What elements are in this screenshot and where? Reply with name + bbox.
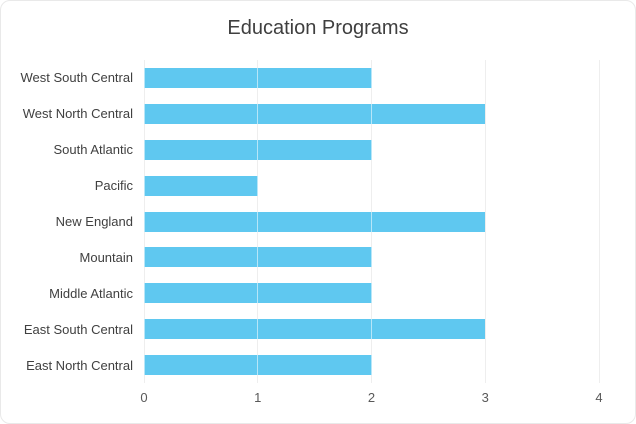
gridline-overlay — [484, 60, 486, 383]
bar-track — [144, 168, 599, 204]
x-tick-label: 1 — [254, 390, 262, 405]
bar — [144, 211, 486, 232]
category-label: East North Central — [26, 357, 133, 373]
x-tick-label: 2 — [367, 390, 376, 405]
plot-area — [143, 60, 600, 383]
x-tick-label: 3 — [481, 390, 489, 405]
chart-title: Education Programs — [227, 17, 409, 39]
gridline-overlay — [143, 60, 145, 383]
category-label: West South Central — [20, 70, 133, 86]
bar-track — [144, 311, 599, 347]
bar-row: West South Central — [1, 60, 599, 96]
x-tick-label: 4 — [595, 390, 603, 405]
category-label: Middle Atlantic — [49, 285, 133, 301]
bar-row: East North Central — [1, 347, 599, 383]
category-label: West North Central — [22, 106, 133, 122]
bar-row: Middle Atlantic — [1, 275, 599, 311]
bar-track — [144, 204, 599, 240]
bar — [144, 175, 258, 196]
bar-rows: West South Central West North Central Sout… — [1, 60, 599, 383]
x-axis: 0 1 2 3 4 — [140, 390, 603, 410]
bar-row: East South Central — [1, 311, 599, 347]
category-label: East South Central — [23, 321, 133, 337]
bar-track — [144, 96, 599, 132]
bar-row: New England — [1, 204, 599, 240]
bar-row: South Atlantic — [1, 132, 599, 168]
bar-row: Mountain — [1, 239, 599, 275]
gridline-overlay — [371, 60, 372, 383]
bar — [144, 319, 486, 340]
gridline-overlay — [598, 60, 600, 383]
category-label: South Atlantic — [53, 142, 134, 158]
category-label: New England — [55, 214, 133, 229]
category-label: Mountain — [79, 249, 133, 265]
gridline-overlay — [257, 60, 259, 383]
x-tick-label: 0 — [140, 390, 148, 405]
bar-row: West North Central — [1, 96, 599, 132]
category-label: Pacific — [94, 178, 133, 194]
bar — [144, 103, 486, 124]
bar-row: Pacific — [1, 168, 599, 204]
